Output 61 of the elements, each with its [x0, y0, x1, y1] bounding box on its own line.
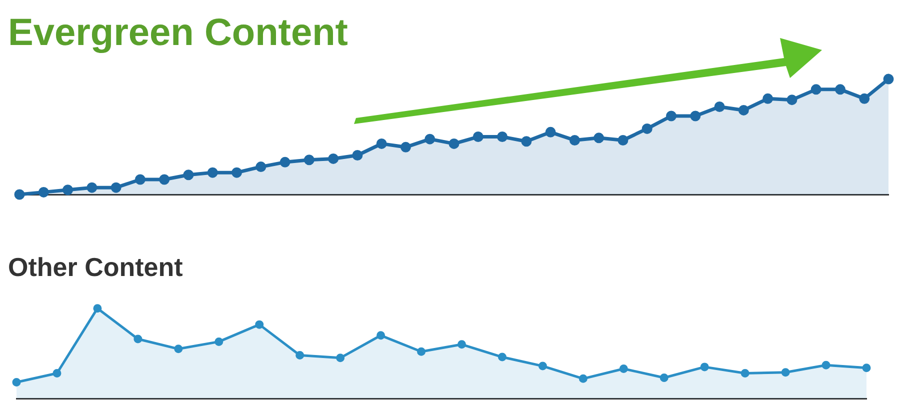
point	[304, 154, 314, 166]
point	[38, 186, 49, 198]
point	[781, 368, 790, 377]
point	[376, 138, 387, 149]
point	[448, 138, 460, 149]
point	[619, 364, 628, 373]
point	[417, 347, 426, 356]
point	[660, 374, 668, 382]
point	[52, 369, 62, 378]
point	[457, 340, 466, 349]
chart-title: Evergreen Content	[8, 12, 348, 55]
point	[376, 331, 386, 340]
point	[232, 167, 242, 178]
point	[666, 110, 676, 122]
point	[569, 134, 580, 146]
point	[134, 174, 146, 185]
point	[256, 162, 266, 172]
point	[12, 378, 21, 387]
point	[521, 136, 532, 147]
point	[93, 304, 102, 313]
point	[424, 134, 436, 144]
point	[62, 184, 74, 196]
point	[86, 182, 98, 193]
point	[498, 352, 506, 362]
chart-title: Other Content	[8, 252, 183, 283]
point	[280, 156, 290, 168]
point	[497, 132, 508, 142]
point	[328, 153, 339, 164]
point	[159, 174, 170, 185]
point	[578, 374, 588, 383]
point	[642, 123, 652, 134]
point	[690, 110, 701, 122]
point	[336, 354, 345, 362]
point	[822, 360, 830, 370]
point	[110, 182, 122, 193]
point	[214, 337, 224, 346]
point	[834, 84, 846, 95]
point	[700, 362, 709, 372]
point	[859, 93, 870, 104]
point	[183, 170, 194, 180]
point	[207, 167, 218, 178]
point	[740, 369, 750, 378]
point	[134, 334, 142, 344]
point	[786, 94, 798, 106]
point	[352, 150, 363, 160]
point	[545, 126, 556, 138]
point	[714, 102, 725, 112]
point	[883, 74, 894, 84]
point	[538, 362, 547, 370]
point	[472, 132, 484, 142]
point	[174, 344, 183, 354]
point	[738, 104, 749, 116]
point	[594, 132, 604, 144]
point	[762, 93, 774, 104]
point	[618, 134, 628, 146]
point	[255, 320, 264, 329]
point	[14, 189, 25, 200]
point	[862, 364, 871, 372]
point	[810, 84, 822, 95]
point	[400, 142, 411, 152]
point	[296, 350, 304, 360]
